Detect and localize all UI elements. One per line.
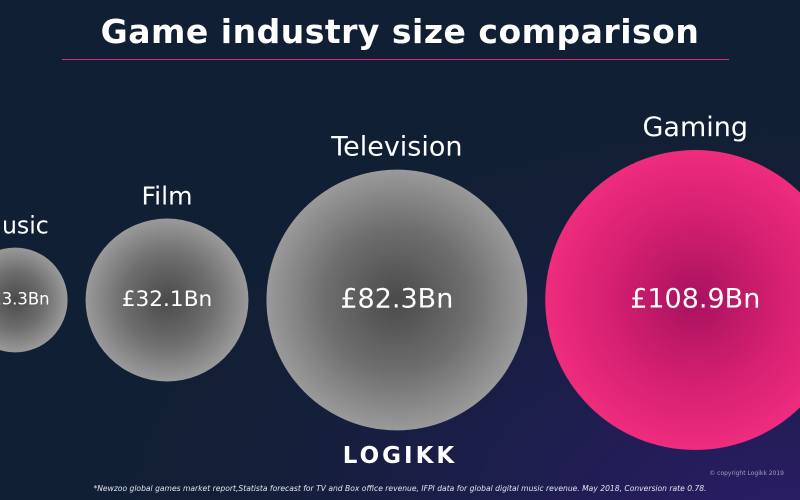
- bubble-music: [0, 247, 68, 353]
- logikk-logo: LOGIKK: [342, 443, 458, 469]
- category-label-gaming: Gaming: [642, 112, 748, 143]
- value-label-television: £82.3Bn: [340, 284, 453, 315]
- value-label-film: £32.1Bn: [122, 287, 213, 312]
- copyright-text: © copyright Logikk 2019: [709, 470, 784, 477]
- category-label-music: Music: [0, 212, 49, 240]
- title-underline: [62, 59, 729, 60]
- bubble-gaming: [545, 150, 800, 450]
- value-label-music: £13.3Bn: [0, 290, 50, 309]
- source-footnote: *Newzoo global games market report,Stati…: [93, 484, 707, 493]
- bubble-television: [266, 169, 528, 431]
- bubble-film: [85, 218, 249, 382]
- value-label-gaming: £108.9Bn: [630, 284, 760, 315]
- chart-title: Game industry size comparison: [100, 12, 700, 51]
- category-label-television: Television: [330, 132, 462, 163]
- category-label-film: Film: [142, 182, 193, 211]
